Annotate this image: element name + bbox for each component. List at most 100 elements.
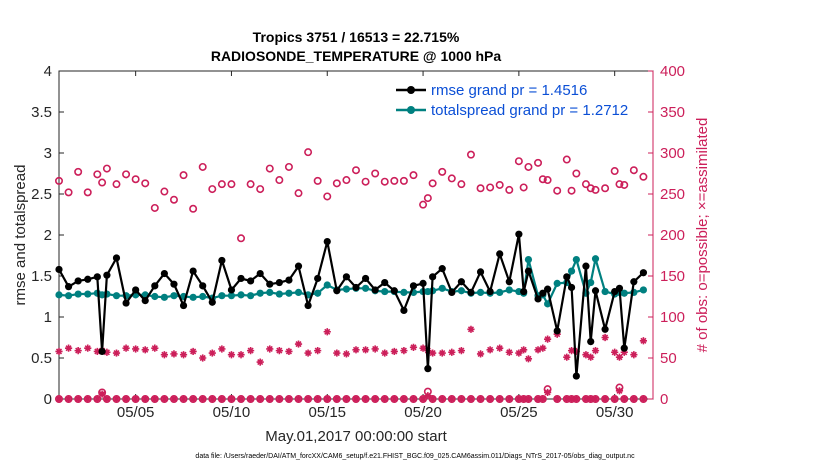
obs-assimilated-point-29 xyxy=(323,328,331,336)
obs-assimilated-point-2 xyxy=(74,347,82,355)
spread-point-2 xyxy=(74,290,82,298)
obs-assimilated-low-point-65 xyxy=(615,387,624,395)
obs-assimilated-point-23 xyxy=(266,345,274,353)
y-right-tick-label-4: 200 xyxy=(660,227,685,244)
rmse-point-60 xyxy=(582,262,590,270)
y-left-tick-label-3: 1.5 xyxy=(31,268,52,285)
obs-assimilated-point-6 xyxy=(103,348,111,356)
obs-assimilated-low-point-48 xyxy=(496,395,504,403)
obs-assimilated-low-point-39 xyxy=(419,395,427,403)
obs-assimilated-point-58 xyxy=(567,347,576,355)
obs-possible-point-30 xyxy=(332,179,341,188)
obs-assimilated-low-point-0 xyxy=(55,395,63,403)
obs-possible-point-5 xyxy=(98,178,107,187)
obs-possible-point-23 xyxy=(265,164,274,173)
y-axis-right-label: # of obs: o=possible; ×=assimilated xyxy=(694,118,711,353)
spread-point-22 xyxy=(256,289,264,297)
y-axis-left-label: rmse and totalspread xyxy=(12,165,29,306)
y-left-tick-label-0: 0 xyxy=(44,391,52,408)
obs-assimilated-point-48 xyxy=(496,344,504,352)
obs-assimilated-low-point-13 xyxy=(170,395,178,403)
obs-assimilated-point-27 xyxy=(304,349,312,357)
obs-assimilated-low-point-4 xyxy=(93,395,101,403)
rmse-point-4 xyxy=(93,273,101,281)
y-left-tick-label-5: 2.5 xyxy=(31,186,52,203)
obs-possible-point-48 xyxy=(495,180,504,189)
spread-point-35 xyxy=(381,287,389,296)
obs-assimilated-low-point-38 xyxy=(409,395,418,403)
obs-assimilated-low-point-53 xyxy=(534,395,542,403)
obs-assimilated-point-20 xyxy=(237,351,245,359)
obs-possible-point-8 xyxy=(122,170,131,179)
obs-possible-point-45 xyxy=(466,150,475,159)
spread-point-62 xyxy=(591,255,600,263)
obs-possible-point-50 xyxy=(514,157,523,166)
obs-assimilated-low-point-21 xyxy=(247,395,255,403)
obs-assimilated-low-point-30 xyxy=(333,395,341,403)
rmse-point-17 xyxy=(208,298,216,306)
obs-assimilated-low-point-50 xyxy=(515,395,523,403)
obs-assimilated-low-point-43 xyxy=(448,395,456,403)
obs-assimilated-point-26 xyxy=(294,340,303,348)
rmse-point-28 xyxy=(314,274,322,283)
obs-assimilated-low-point-12 xyxy=(160,395,168,403)
obs-assimilated-point-11 xyxy=(151,344,159,352)
spread-point-48 xyxy=(496,288,504,296)
legend-spread-marker xyxy=(407,106,415,114)
obs-possible-point-6 xyxy=(102,164,111,173)
obs-assimilated-low-point-6 xyxy=(103,395,111,403)
spread-point-63 xyxy=(601,287,609,296)
rmse-point-7 xyxy=(112,254,121,262)
spread-point-66 xyxy=(620,289,628,297)
rmse-point-11 xyxy=(151,282,159,290)
obs-possible-point-39 xyxy=(419,200,428,209)
obs-assimilated-point-28 xyxy=(314,347,322,355)
rmse-point-53 xyxy=(534,295,542,303)
obs-possible-point-49 xyxy=(505,185,514,194)
obs-assimilated-point-41 xyxy=(429,349,437,357)
obs-possible-point-56 xyxy=(553,186,562,195)
obs-assimilated-low-point-58 xyxy=(567,395,576,403)
obs-possible-point-4 xyxy=(93,170,102,179)
spread-point-13 xyxy=(170,292,178,300)
obs-possible-point-55 xyxy=(543,176,552,185)
spread-point-25 xyxy=(285,289,293,297)
legend-spread-label: totalspread grand pr = 1.2712 xyxy=(431,102,628,119)
spread-point-19 xyxy=(227,292,236,300)
y-right-tick-label-1: 50 xyxy=(660,350,677,367)
obs-assimilated-point-39 xyxy=(419,344,427,352)
obs-assimilated-low-point-63 xyxy=(601,395,609,403)
rmse-point-14 xyxy=(179,301,188,310)
rmse-point-9 xyxy=(132,286,140,294)
obs-possible-point-3 xyxy=(83,188,92,197)
rmse-point-24 xyxy=(275,278,283,287)
y-axis-left: 0 0.5 1 1.5 2 2.5 3 3.5 4 xyxy=(31,63,64,408)
obs-possible-point-62 xyxy=(591,185,600,194)
obs-assimilated-point-50 xyxy=(515,349,523,357)
y-left-tick-label-7: 3.5 xyxy=(31,104,52,121)
obs-assimilated-low-point-14 xyxy=(179,395,188,403)
rmse-point-44 xyxy=(457,278,465,286)
rmse-point-42 xyxy=(438,265,446,273)
obs-possible-point-12 xyxy=(160,187,169,196)
obs-assimilated-low-point-34 xyxy=(371,395,379,403)
obs-possible-point-22 xyxy=(256,185,265,194)
rmse-point-0 xyxy=(55,265,63,274)
obs-possible-point-46 xyxy=(476,184,485,193)
obs-assimilated-point-55 xyxy=(544,335,552,343)
spread-point-26 xyxy=(294,288,303,296)
obs-assimilated-point-68 xyxy=(639,337,648,345)
spread-point-3 xyxy=(84,290,92,298)
obs-assimilated-low-point-46 xyxy=(476,395,485,403)
obs-assimilated-low-point-27 xyxy=(304,395,312,403)
obs-assimilated-point-59 xyxy=(572,347,580,356)
obs-assimilated-point-61 xyxy=(587,353,595,361)
obs-assimilated-low-point-51 xyxy=(520,395,528,403)
obs-assimilated-point-25 xyxy=(285,347,293,356)
obs-assimilated-point-51 xyxy=(520,346,528,354)
obs-assimilated-low-point-60 xyxy=(582,395,590,403)
obs-possible-point-66 xyxy=(620,180,629,189)
obs-assimilated-point-57 xyxy=(563,353,571,361)
spread-point-33 xyxy=(361,284,370,292)
